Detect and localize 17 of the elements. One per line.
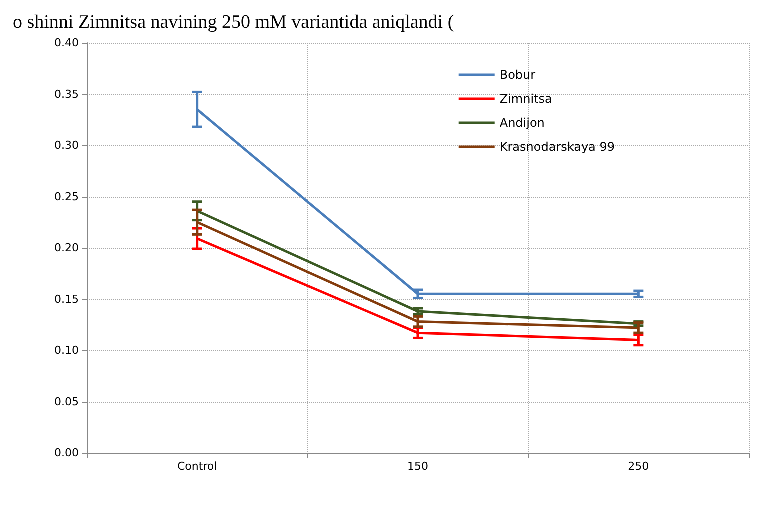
y-tick-label: 0.40 [54, 36, 79, 50]
x-tick-label: Control [177, 460, 218, 473]
y-tick-label: 0.10 [54, 344, 79, 357]
x-tick-label: 250 [628, 460, 650, 473]
y-tick-label: 0.20 [54, 242, 79, 254]
y-tick-label: 0.25 [54, 190, 79, 204]
legend-label: Bobur [500, 68, 536, 82]
y-tick-label: 0.15 [54, 292, 79, 306]
legend-label: Krasnodarskaya 99 [500, 140, 616, 154]
y-tick-label: 0.30 [54, 139, 79, 152]
legend-label: Andijon [500, 116, 545, 130]
y-tick-label: 0.05 [54, 395, 79, 408]
x-tick-label: 150 [408, 460, 428, 473]
chart-title: o shinni Zimnitsa navining 250 mM variantida aniqlandi ( [13, 12, 454, 33]
y-tick-label: 0.00 [54, 446, 79, 460]
y-tick-label: 0.35 [54, 88, 79, 101]
legend-label: Zimnitsa [500, 92, 552, 106]
